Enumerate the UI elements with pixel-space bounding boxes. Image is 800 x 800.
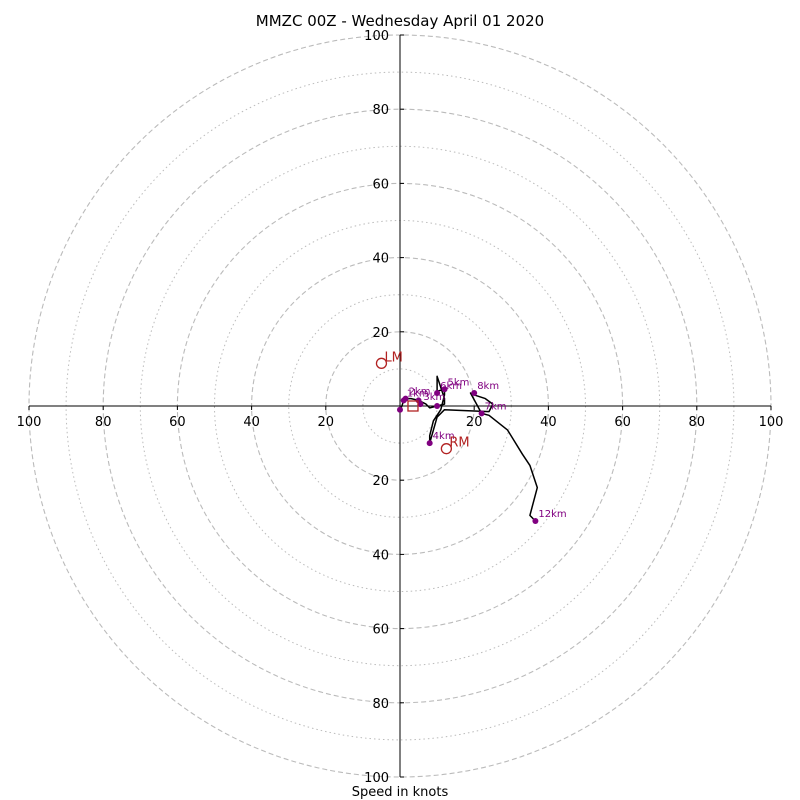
x-tick-label: 80 bbox=[95, 415, 112, 430]
x-tick-label: 60 bbox=[614, 415, 631, 430]
height-point bbox=[441, 386, 448, 393]
y-tick-label: 40 bbox=[372, 548, 389, 563]
y-tick-label: 80 bbox=[372, 697, 389, 712]
y-tick-label: 20 bbox=[372, 326, 389, 341]
x-tick-label: 100 bbox=[17, 415, 42, 430]
mean-wind-marker bbox=[407, 400, 419, 412]
y-tick-label: 80 bbox=[372, 103, 389, 118]
height-point-label: 5km bbox=[448, 377, 470, 388]
height-point bbox=[434, 390, 441, 397]
height-point bbox=[402, 395, 409, 402]
x-tick-label: 20 bbox=[318, 415, 335, 430]
x-tick-label: 80 bbox=[689, 415, 706, 430]
height-point bbox=[434, 403, 441, 409]
height-point-label: 12km bbox=[538, 509, 566, 520]
x-axis-label: Speed in knots bbox=[352, 785, 449, 800]
y-tick-label: 40 bbox=[372, 252, 389, 267]
height-point-label: 4km bbox=[433, 431, 455, 442]
height-point-label: 7km bbox=[485, 401, 507, 412]
height-point bbox=[471, 390, 478, 397]
height-point-label: 1km bbox=[407, 388, 429, 399]
x-tick-label: 20 bbox=[466, 415, 483, 430]
height-point-label: 8km bbox=[477, 381, 499, 392]
x-tick-label: 40 bbox=[243, 415, 260, 430]
storm-motion-label: RM bbox=[449, 436, 469, 451]
x-tick-label: 100 bbox=[759, 415, 784, 430]
storm-motion-marker bbox=[440, 443, 453, 455]
y-tick-label: 20 bbox=[372, 474, 389, 489]
height-point bbox=[417, 401, 424, 408]
tick-labels: 100 80 60 40 20 20 40 60 80 100 100 80 60 40 20 20 40 60 8… bbox=[17, 29, 784, 786]
height-point-label: 6km bbox=[440, 381, 462, 392]
storm-motion-label: LM bbox=[384, 350, 402, 365]
height-point-label: 2km bbox=[409, 387, 431, 398]
y-tick-label: 100 bbox=[364, 29, 389, 44]
height-point bbox=[397, 406, 403, 413]
storm-motion-marker bbox=[375, 357, 388, 369]
y-tick-label: 60 bbox=[372, 623, 389, 638]
height-point bbox=[426, 440, 433, 447]
x-tick-label: 60 bbox=[169, 415, 186, 430]
height-point-label: 3km bbox=[423, 392, 445, 403]
y-tick-label: 100 bbox=[364, 771, 389, 786]
axes bbox=[29, 35, 771, 777]
x-tick-label: 40 bbox=[540, 415, 557, 430]
chart-title: MMZC 00Z - Wednesday April 01 2020 bbox=[256, 12, 544, 30]
y-tick-label: 60 bbox=[372, 177, 389, 192]
height-point bbox=[478, 410, 485, 417]
storm-motion-markers: LM RM bbox=[375, 350, 470, 455]
height-point bbox=[532, 518, 539, 525]
